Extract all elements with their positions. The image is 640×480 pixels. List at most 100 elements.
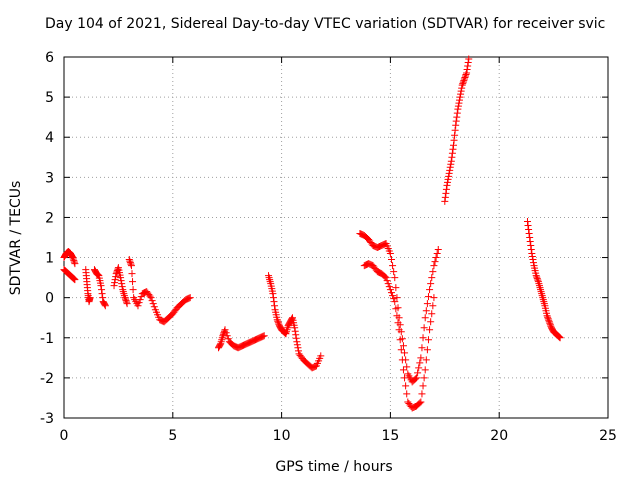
data-point: [461, 74, 469, 82]
data-point: [463, 69, 471, 77]
data-point: [446, 163, 454, 171]
data-point: [456, 93, 464, 101]
y-tick-label: 0: [45, 291, 54, 307]
data-point: [455, 96, 463, 104]
data-point: [382, 274, 390, 282]
data-point: [117, 277, 125, 285]
y-tick-label: -3: [40, 411, 54, 427]
series-segment-5: [110, 264, 131, 308]
data-point: [458, 81, 466, 89]
data-point: [70, 275, 78, 283]
data-point: [450, 141, 458, 149]
data-point: [223, 332, 231, 340]
data-point: [453, 113, 461, 121]
data-point: [260, 332, 268, 340]
data-point: [393, 294, 401, 302]
data-point: [269, 294, 277, 302]
data-point: [128, 270, 136, 278]
data-point: [93, 270, 101, 278]
plot-frame: [63, 56, 609, 419]
data-point: [445, 172, 453, 180]
series-segment-7: [214, 326, 268, 352]
data-point: [146, 292, 154, 300]
data-point: [459, 80, 467, 88]
data-point: [385, 283, 393, 291]
data-point: [392, 305, 400, 313]
data-point: [457, 87, 465, 95]
data-point: [427, 318, 435, 326]
data-point: [411, 375, 419, 383]
data-point: [114, 265, 122, 273]
data-point: [147, 294, 155, 302]
data-point: [415, 364, 423, 372]
data-point: [384, 280, 392, 288]
data-point: [222, 329, 230, 337]
data-point: [424, 336, 432, 344]
data-point: [274, 317, 282, 325]
data-point: [125, 256, 133, 264]
data-point: [396, 336, 404, 344]
data-point: [293, 341, 301, 349]
data-point: [428, 310, 436, 318]
data-point: [398, 356, 406, 364]
data-point: [71, 276, 79, 284]
series-segment-4: [90, 266, 109, 310]
data-point: [526, 234, 534, 241]
data-point: [98, 286, 106, 294]
chart-title: Day 104 of 2021, Sidereal Day-to-day VTE…: [45, 16, 605, 32]
data-point: [101, 301, 109, 309]
data-point: [186, 294, 194, 302]
data-point: [121, 295, 129, 303]
x-tick-label: 20: [490, 428, 508, 444]
data-point: [386, 250, 394, 258]
data-point: [111, 276, 119, 284]
y-tick-label: 3: [45, 170, 54, 186]
data-point: [445, 169, 453, 177]
data-point: [447, 157, 455, 165]
data-point: [118, 280, 126, 288]
data-point: [294, 347, 302, 355]
y-tick-label: 2: [45, 210, 54, 226]
data-point: [447, 160, 455, 168]
data-point: [554, 332, 562, 340]
data-point: [126, 257, 134, 265]
data-point: [525, 225, 533, 233]
data-point: [99, 294, 107, 302]
data-point: [224, 335, 232, 343]
data-point: [545, 316, 553, 324]
data-point: [118, 283, 126, 291]
data-point: [441, 193, 449, 201]
data-point: [86, 294, 94, 302]
series-segment-10: [360, 260, 438, 412]
data-point: [112, 270, 120, 278]
series-segment-12: [523, 217, 564, 342]
data-point: [460, 77, 468, 85]
data-point: [429, 302, 437, 310]
data-point: [527, 246, 535, 254]
data-point: [150, 303, 158, 311]
data-point: [423, 346, 431, 354]
data-point: [293, 338, 301, 346]
data-point: [185, 294, 193, 302]
data-point: [464, 62, 472, 70]
data-point: [402, 382, 410, 390]
data-point: [399, 342, 407, 350]
data-point: [463, 66, 471, 74]
data-point: [127, 262, 135, 270]
data-point: [527, 242, 535, 250]
data-point: [97, 282, 105, 290]
data-point: [416, 399, 424, 407]
x-tick-label: 0: [60, 428, 69, 444]
data-point: [442, 185, 450, 193]
data-point: [426, 286, 434, 294]
data-point: [462, 71, 470, 79]
x-tick-label: 10: [273, 428, 291, 444]
y-tick-label: 5: [45, 90, 54, 106]
grid-lines: [64, 57, 608, 418]
data-point: [71, 260, 79, 268]
data-point: [101, 302, 109, 310]
data-point: [459, 78, 467, 86]
data-point: [432, 254, 440, 262]
data-point: [395, 326, 403, 334]
